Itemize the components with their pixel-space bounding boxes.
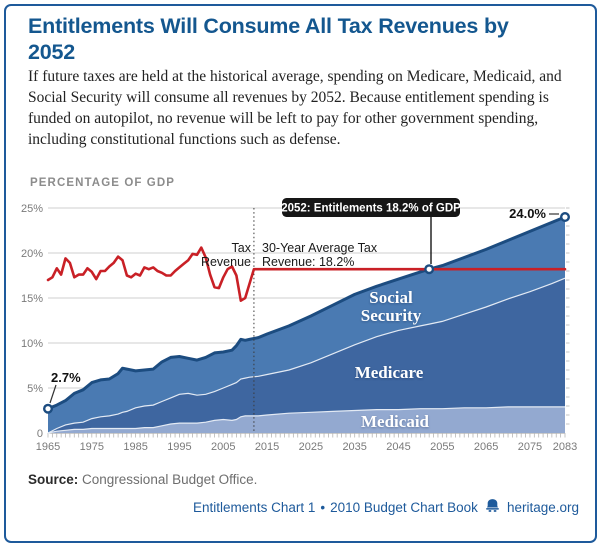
data-marker (424, 264, 435, 275)
medicare-area-label: Medicare (355, 363, 424, 382)
end-value-label: 24.0% (509, 206, 546, 221)
footer-row: Entitlements Chart 1 • 2010 Budget Chart… (193, 499, 579, 515)
x-tick-label: 2045 (386, 441, 410, 453)
start-label-connector (49, 384, 57, 404)
tax-revenue-label-line2: Revenue (201, 255, 251, 269)
callout-text: 2052: Entitlements 18.2% of GDP (281, 203, 461, 215)
y-tick-label: 25% (21, 203, 43, 215)
page-title: Entitlements Will Consume All Tax Revenu… (28, 14, 509, 64)
x-tick-label: 2025 (299, 441, 323, 453)
x-tick-label: 2083 (553, 441, 577, 453)
liberty-bell-icon (485, 499, 500, 515)
x-tick-label: 2035 (342, 441, 366, 453)
area-medicare (48, 278, 565, 433)
footer-chart-ref: Entitlements Chart 1 (193, 499, 316, 515)
y-tick-label: 10% (21, 338, 43, 350)
area-social-security (48, 217, 565, 433)
y-axis-title: PERCENTAGE OF GDP (30, 177, 175, 189)
separator-medicare-top (47, 277, 566, 434)
x-tick-label: 2075 (518, 441, 542, 453)
tax-revenue-line (46, 246, 567, 302)
x-tick-label: 2065 (474, 441, 498, 453)
avg-tax-label-line2: Revenue: 18.2% (262, 255, 354, 269)
start-value-label: 2.7% (51, 370, 81, 385)
y-tick-label: 5% (27, 383, 43, 395)
chart-description: If future taxes are held at the historic… (28, 68, 562, 148)
x-tick-label: 2055 (430, 441, 454, 453)
avg-tax-label-line1: 30-Year Average Tax (262, 241, 378, 255)
tax-revenue-label-line1: Tax (232, 241, 252, 255)
separator-medicaid-top (47, 406, 565, 434)
x-tick-label: 1965 (36, 441, 60, 453)
x-tick-label: 2005 (211, 441, 235, 453)
source-row: Source: Congressional Budget Office. (28, 472, 257, 487)
footer-site-link[interactable]: heritage.org (506, 499, 579, 515)
callout-box (282, 198, 460, 217)
x-tick-label: 1975 (80, 441, 104, 453)
y-tick-label: 20% (21, 248, 43, 260)
x-tick-label: 1985 (123, 441, 147, 453)
x-tick-label: 2015 (255, 441, 279, 453)
footer-book-ref: 2010 Budget Chart Book (330, 499, 478, 515)
data-marker (43, 403, 54, 414)
source-text: Congressional Budget Office. (82, 472, 258, 487)
data-marker (560, 212, 571, 223)
footer-bullet: • (320, 499, 326, 515)
area-medicaid (48, 406, 565, 433)
source-label: Source: (28, 472, 79, 487)
y-tick-label: 15% (21, 293, 43, 305)
social-security-area-label-line1: Social (369, 288, 413, 307)
social-security-area-label-line2: Security (361, 306, 422, 325)
data-markers (43, 212, 571, 414)
x-tick-label: 1995 (167, 441, 191, 453)
medicaid-area-label: Medicaid (361, 412, 430, 431)
chart-annotations: Tax Revenue 30-Year Average Tax Revenue:… (49, 198, 559, 431)
y-tick-label: 0 (37, 428, 43, 440)
